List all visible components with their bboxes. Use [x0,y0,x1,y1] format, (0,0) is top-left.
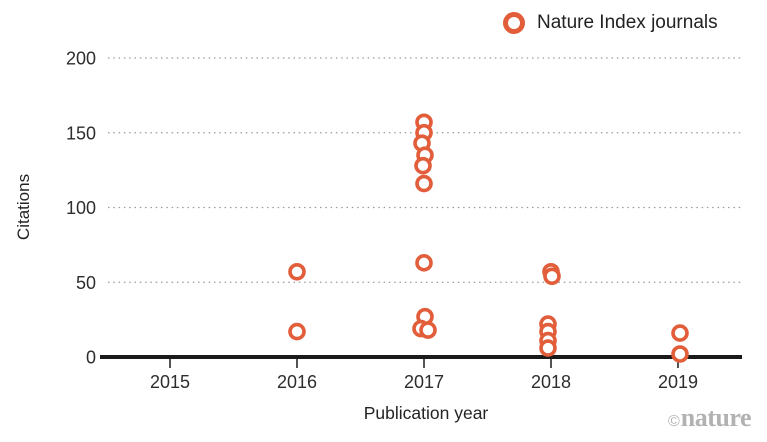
data-point-marker [288,322,306,341]
y-tick-label: 200 [66,49,96,69]
data-point-marker [671,324,689,342]
open-circle-icon [503,12,525,34]
y-tick-label: 150 [66,123,96,143]
y-axis-title: Citations [14,173,33,241]
y-tick-label: 0 [86,348,96,368]
x-tick-label: 2015 [150,372,190,392]
data-point-marker [539,339,557,357]
data-point-marker [543,267,561,286]
y-tick-label: 100 [66,198,96,218]
nature-wordmark: nature [680,403,752,432]
data-point-marker [414,156,432,175]
data-point-marker [288,262,306,281]
x-axis-title: Publication year [363,403,489,423]
x-tick-label: 2017 [404,372,444,392]
nature-logo: © nature [668,403,752,432]
copyright-icon: © [668,413,680,430]
data-point-marker [671,345,689,363]
data-point-marker [419,321,437,339]
x-tick-label: 2019 [658,372,698,392]
y-tick-label: 50 [76,273,96,293]
x-tick-label: 2018 [531,372,571,392]
x-tick-label: 2016 [277,372,317,392]
legend: Nature Index journals [503,12,718,34]
data-point-marker [415,254,433,272]
legend-label: Nature Index journals [537,12,718,33]
data-point-marker [415,174,433,193]
